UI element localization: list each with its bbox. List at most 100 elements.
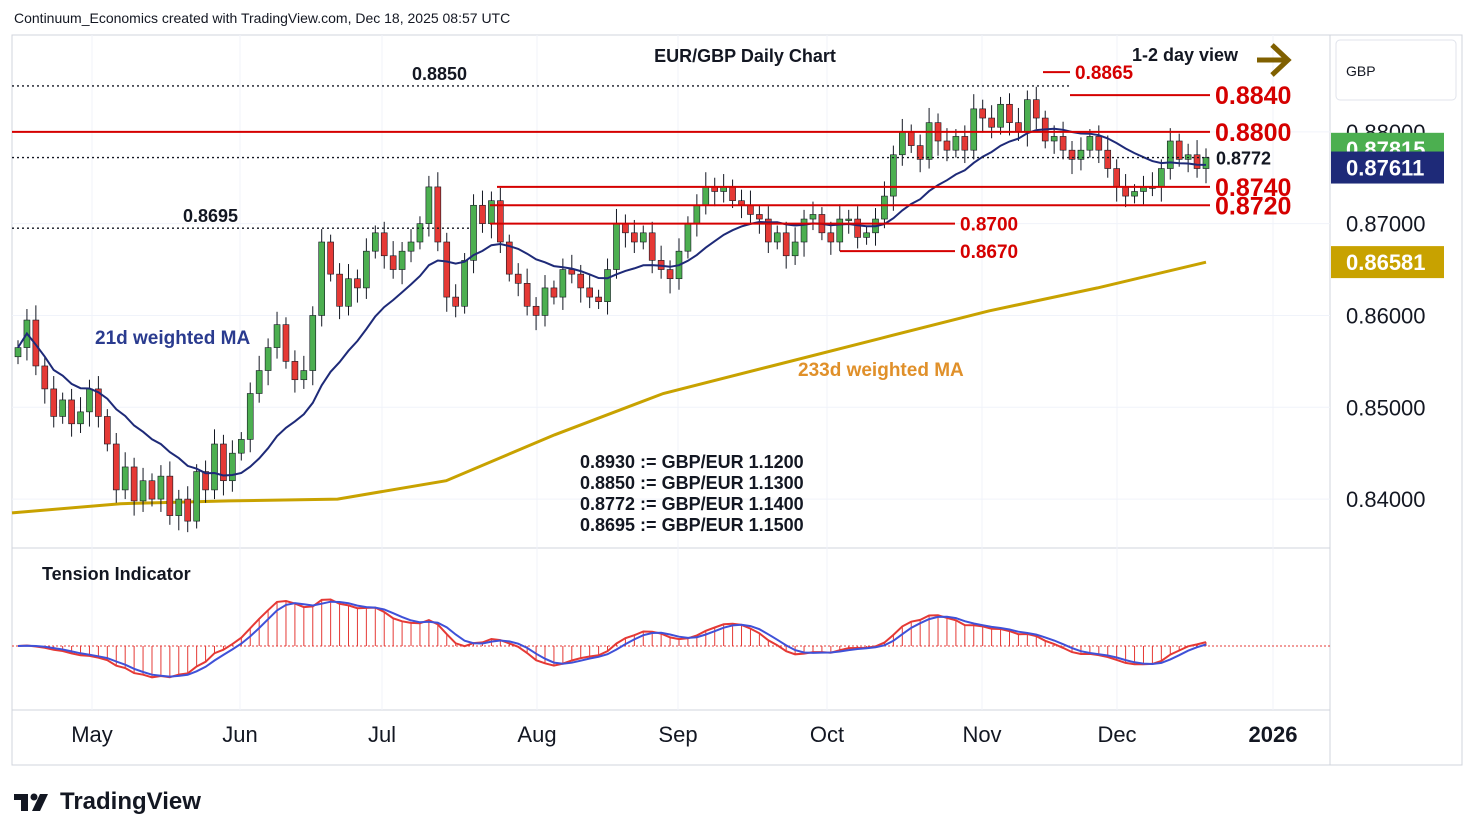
candle-body [1015,122,1022,133]
price-badge-label: 0.86581 [1346,250,1426,275]
chart-title: EUR/GBP Daily Chart [654,46,836,66]
candle-body [639,232,647,243]
candle-body [648,232,656,261]
candle-body [559,269,567,298]
candle-body [86,388,93,413]
created-with-text: Continuum_Economics created with Trading… [14,10,511,26]
x-tick-label: Jun [222,722,257,747]
candle-body [827,232,835,243]
brand-name: TradingView [60,788,201,815]
x-tick-label: 2026 [1249,722,1298,747]
candle-body [863,232,870,238]
candle-body [130,466,138,502]
y-tick-label: 0.85000 [1346,395,1426,420]
candle-body [1050,136,1058,142]
candle-body [77,411,84,425]
y-tick-label: 0.87000 [1346,212,1426,237]
candle-body [1024,99,1031,133]
candle-body [488,200,495,224]
level-label-8840: 0.8840 [1215,82,1291,110]
candle-body [997,103,1004,128]
tension-indicator-layer [12,598,1330,679]
candle-body [220,443,227,482]
candle-body [425,186,433,224]
candle-body [184,498,192,522]
candle-body [1059,136,1067,151]
candle-body [238,439,245,454]
candle-body [693,204,701,224]
candle-body [407,241,415,252]
candle-body [702,186,710,206]
candle-body [899,131,906,156]
level-label-8700: 0.8700 [960,214,1018,235]
x-tick-label: Aug [517,722,556,747]
dotted-level-label-8695: 0.8695 [183,206,238,226]
candle-body [729,186,736,201]
time-axis: May Jun Jul Aug Sep Oct Nov Dec 2026 [71,722,1297,747]
candle-body [1122,186,1129,197]
candle-body [1175,140,1183,160]
candle-body [541,287,549,316]
candle-body [255,370,263,394]
candle-body [389,255,397,270]
candle-body [139,480,147,502]
candle-body [550,287,558,298]
ma21-line [17,127,1207,477]
candle-body [273,324,281,348]
candle-body [32,319,40,367]
candle-body [148,480,156,500]
candle-body [765,218,772,243]
candle-body [979,108,986,119]
price-badge [1331,151,1444,184]
candle-body [577,273,585,289]
x-tick-label: Sep [658,722,697,747]
level-label-8740: 0.8740 [1215,174,1291,202]
candle-body [916,145,924,160]
candle-body [363,250,370,289]
x-tick-label: Jul [368,722,396,747]
candle-body [1086,136,1094,151]
ma233-layer [11,260,1207,515]
x-tick-label: Oct [810,722,844,747]
candle-body [470,204,477,261]
candle-body [604,269,611,302]
candle-body [104,416,111,445]
indicator-fast-line [17,598,1207,679]
candle-body [211,443,218,491]
candle-body [371,232,379,252]
candle-body [68,399,75,425]
level-label-8800: 0.8800 [1215,119,1291,147]
candle-body [461,260,468,307]
y-tick-label: 0.84000 [1346,487,1426,512]
candle-body [434,186,442,243]
conversion-row: 0.8930 := GBP/EUR 1.1200 [580,452,804,472]
candle-body [443,241,451,298]
candle-body [791,241,799,257]
candle-body [202,471,209,491]
candle-body [836,218,844,243]
y-tick-label: 0.86000 [1346,303,1426,328]
indicator-label: Tension Indicator [42,564,191,584]
ma21-label: 21d weighted MA [95,328,250,349]
candle-body [318,241,325,316]
candle-body [756,214,763,220]
candle-body [452,296,459,307]
x-tick-label: May [71,722,113,747]
candle-body [166,475,174,516]
conversion-row: 0.8772 := GBP/EUR 1.1400 [580,494,804,514]
candle-body [354,278,361,289]
candle-body [943,140,951,151]
level-label-8670: 0.8670 [960,242,1018,263]
candle-body [988,117,995,128]
candle-body [41,365,49,390]
candle-body [961,136,969,151]
candle-body [1077,149,1085,160]
candle-body [300,370,308,381]
candle-body [595,296,602,302]
candle-body [59,399,66,417]
dotted-level-label-8850: 0.8850 [412,64,467,84]
candle-body [1032,99,1040,119]
conversion-table: 0.8930 := GBP/EUR 1.1200 0.8850 := GBP/E… [580,452,804,535]
